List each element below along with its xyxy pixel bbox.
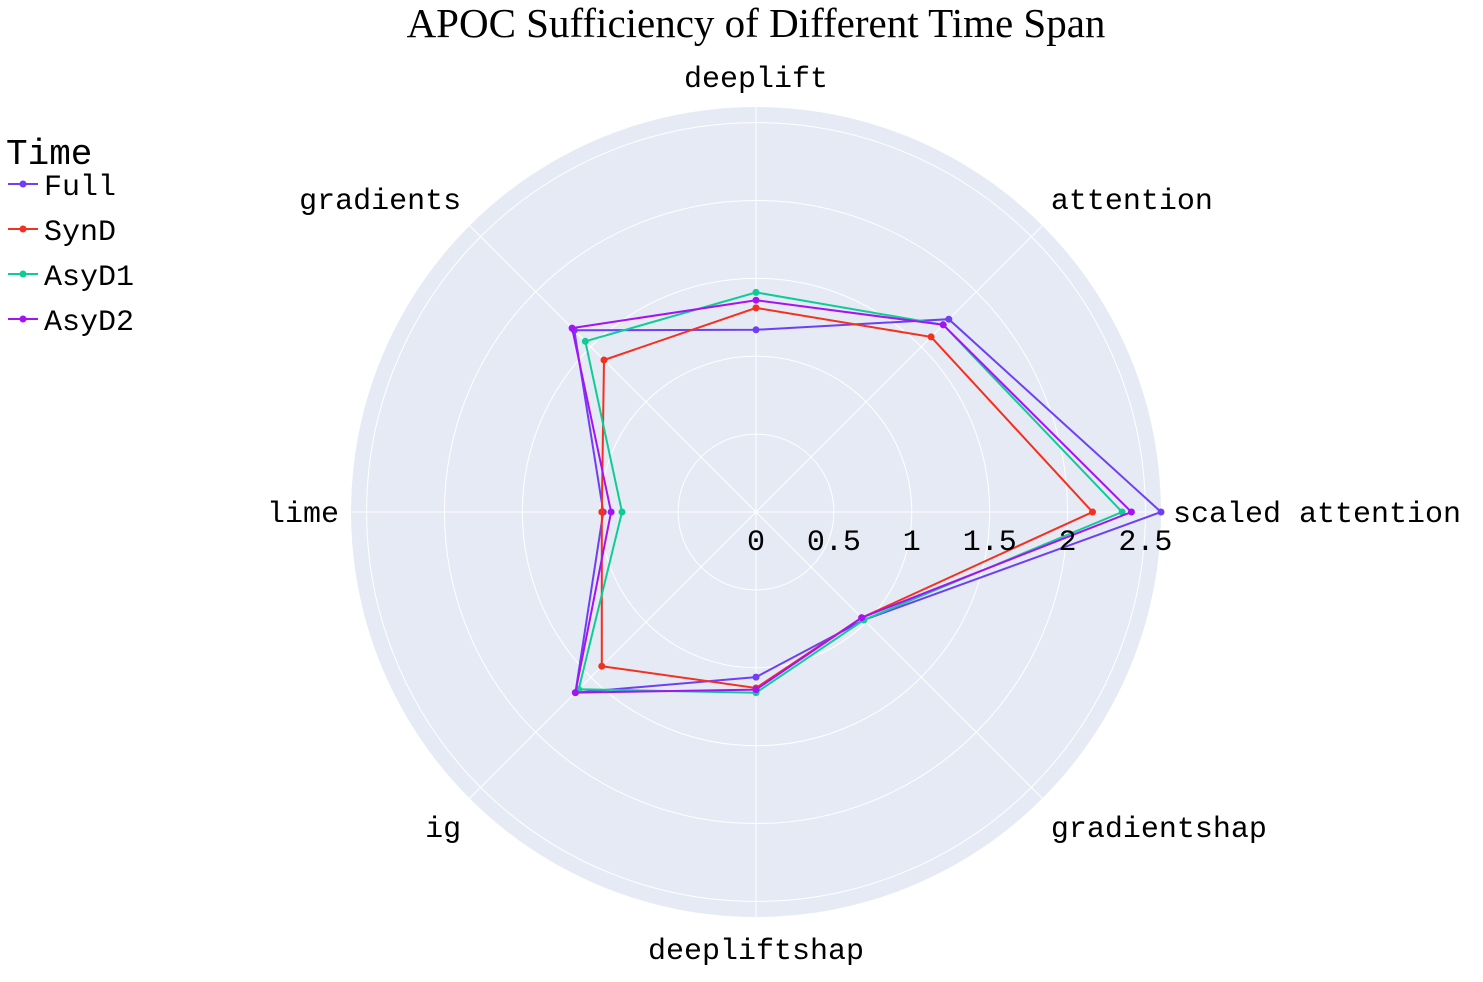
angular-label-2: deeplift bbox=[684, 63, 828, 97]
data-point-full-1 bbox=[945, 315, 953, 323]
legend-item-full[interactable]: Full bbox=[8, 171, 116, 205]
data-point-asyd2-0 bbox=[1127, 508, 1135, 516]
radial-tick-2: 1 bbox=[903, 526, 921, 560]
legend-item-asyd2[interactable]: AsyD2 bbox=[8, 306, 134, 340]
legend-label: AsyD1 bbox=[44, 261, 134, 295]
data-point-asyd1-4 bbox=[618, 508, 626, 516]
legend-swatch-marker bbox=[19, 180, 27, 188]
data-point-asyd2-6 bbox=[752, 686, 760, 694]
data-point-asyd2-2 bbox=[752, 296, 760, 304]
data-point-synd-5 bbox=[598, 662, 606, 670]
angular-label-0: scaled attention bbox=[1173, 498, 1461, 532]
radial-tick-0: 0 bbox=[747, 526, 765, 560]
grid-spoke-1 bbox=[755, 225, 1043, 513]
data-point-synd-2 bbox=[752, 304, 760, 312]
angular-label-4: lime bbox=[267, 498, 339, 532]
angular-label-1: attention bbox=[1051, 185, 1213, 219]
series-asyd2 bbox=[568, 296, 1135, 697]
legend-swatch-marker bbox=[19, 225, 27, 233]
angular-label-6: deepliftshap bbox=[648, 935, 864, 969]
legend-label: AsyD2 bbox=[44, 306, 134, 340]
data-point-asyd1-3 bbox=[581, 337, 589, 345]
grid-spoke-5 bbox=[469, 511, 757, 799]
legend-swatch-marker bbox=[19, 270, 27, 278]
radial-tick-1: 0.5 bbox=[807, 526, 861, 560]
data-point-synd-0 bbox=[1089, 508, 1096, 516]
chart-title: APOC Sufficiency of Different Time Span bbox=[407, 0, 1106, 46]
grid-spoke-7 bbox=[755, 511, 1043, 799]
data-point-asyd2-1 bbox=[939, 321, 947, 329]
data-point-asyd2-7 bbox=[858, 614, 866, 622]
data-point-synd-3 bbox=[600, 356, 608, 364]
angular-label-3: gradients bbox=[299, 185, 461, 219]
data-point-asyd1-2 bbox=[752, 288, 760, 296]
polar-grid bbox=[351, 107, 1161, 917]
data-point-asyd2-4 bbox=[607, 508, 615, 516]
angular-axis-labels: scaled attention attention deeplift gradien… bbox=[267, 63, 1461, 969]
legend-item-synd[interactable]: SynD bbox=[8, 216, 116, 250]
data-point-asyd2-3 bbox=[568, 324, 576, 332]
data-point-asyd1-0 bbox=[1118, 508, 1126, 516]
legend-title: Time bbox=[6, 134, 92, 175]
data-point-synd-4 bbox=[598, 508, 606, 516]
angular-label-7: gradientshap bbox=[1051, 813, 1267, 847]
series-layer bbox=[568, 288, 1165, 697]
legend: Time Full SynD AsyD1 AsyD2 bbox=[6, 134, 134, 340]
legend-label: Full bbox=[44, 171, 116, 205]
radial-tick-4: 2 bbox=[1058, 526, 1076, 560]
grid-spoke-3 bbox=[469, 225, 757, 513]
legend-label: SynD bbox=[44, 216, 116, 250]
data-point-full-2 bbox=[752, 326, 760, 334]
radial-tick-5: 2.5 bbox=[1118, 526, 1172, 560]
legend-item-asyd1[interactable]: AsyD1 bbox=[8, 261, 134, 295]
radial-axis-ticks: 0 0.5 1 1.5 2 2.5 bbox=[747, 526, 1172, 560]
angular-label-5: ig bbox=[425, 813, 461, 847]
data-point-full-0 bbox=[1157, 508, 1165, 516]
data-point-asyd2-5 bbox=[571, 689, 579, 697]
radial-tick-3: 1.5 bbox=[963, 526, 1017, 560]
data-point-synd-1 bbox=[927, 333, 935, 341]
legend-swatch-marker bbox=[19, 315, 27, 323]
data-point-full-6 bbox=[752, 673, 760, 681]
